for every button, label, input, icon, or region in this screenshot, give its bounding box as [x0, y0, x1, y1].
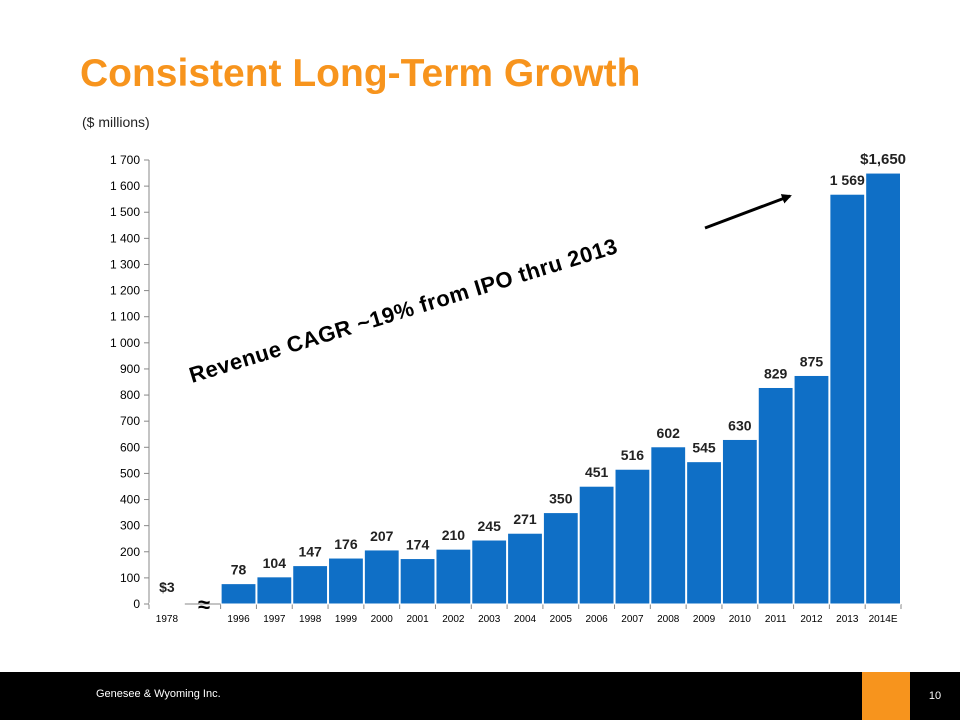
bar-2000: [363, 549, 400, 605]
y-tick-label: 1 100: [110, 310, 140, 324]
x-tick-label: 2001: [406, 614, 429, 625]
data-labels: $3 78 104 147 176 207 174 210 245 271 350 451 516 602…: [159, 151, 906, 595]
x-tick-label: 2005: [550, 614, 573, 625]
x-tick-label: 2013: [836, 614, 859, 625]
x-tick-label: 2002: [442, 614, 465, 625]
y-tick-label: 100: [120, 571, 140, 585]
data-label: 176: [334, 536, 358, 552]
bar-2001: [399, 558, 436, 605]
x-tick-label: 2014E: [869, 614, 898, 625]
data-label: 451: [585, 464, 609, 480]
bar-1978: [149, 602, 185, 605]
data-label: 829: [764, 365, 788, 381]
x-tick-label: 2000: [371, 614, 394, 625]
data-label: 516: [621, 447, 645, 463]
y-tick-label: 700: [120, 414, 140, 428]
bar-2005: [542, 512, 579, 605]
y-tick-label: 600: [120, 440, 140, 454]
y-axis: 0 100 200 300 400 500 600 700 800 900 1 000 1 100 1 …: [110, 153, 150, 611]
bar-2012: [793, 374, 830, 605]
y-tick-label: 1 600: [110, 179, 140, 193]
bar-2003: [471, 539, 508, 605]
x-tick-label: 2010: [729, 614, 752, 625]
y-tick-label: 1 300: [110, 257, 140, 271]
data-label: $3: [159, 579, 175, 595]
y-tick-label: 1 400: [110, 231, 140, 245]
bar-2007: [614, 468, 651, 605]
x-tick-label: 1978: [156, 614, 179, 625]
footer-accent-block: [862, 672, 910, 720]
bar-2010: [721, 438, 758, 605]
y-tick-label: 900: [120, 362, 140, 376]
x-tick-label: 2003: [478, 614, 501, 625]
x-tick-label: 2012: [800, 614, 823, 625]
cagr-arrow: [704, 194, 792, 230]
data-label: 147: [298, 544, 322, 560]
y-tick-label: 1 700: [110, 153, 140, 167]
bar-2004: [507, 532, 543, 605]
data-label: 350: [549, 491, 573, 507]
y-tick-label: 0: [133, 597, 140, 611]
y-tick-label: 300: [120, 519, 140, 533]
data-label: 545: [692, 440, 716, 456]
y-tick-label: 1 500: [110, 205, 140, 219]
data-label: 78: [231, 562, 247, 578]
y-tick-label: 500: [120, 466, 140, 480]
cagr-annotation: Revenue CAGR ~19% from IPO thru 2013: [186, 233, 620, 387]
x-tick-label: 1999: [335, 614, 358, 625]
bar-2011: [757, 386, 794, 605]
x-tick-label: 2007: [621, 614, 644, 625]
units-label: ($ millions): [82, 114, 150, 130]
y-tick-label: 400: [120, 493, 140, 507]
footer-company: Genesee & Wyoming Inc.: [96, 688, 221, 700]
data-label: 104: [263, 555, 287, 571]
bar-2009: [686, 461, 722, 605]
x-tick-label: 1996: [227, 614, 250, 625]
y-tick-label: 1 200: [110, 284, 140, 298]
x-tick-label: 1998: [299, 614, 322, 625]
x-tick-label: 2006: [585, 614, 608, 625]
bar-2002: [435, 548, 472, 605]
axis-break-symbol: ≈: [198, 592, 210, 617]
revenue-bar-chart: 0 100 200 300 400 500 600 700 800 900 1 000 1 100 1 …: [110, 151, 906, 625]
x-tick-label: 2004: [514, 614, 537, 625]
data-label: 207: [370, 528, 394, 544]
data-label: 1 569: [830, 172, 865, 188]
data-label: 602: [657, 425, 681, 441]
data-label: 210: [442, 527, 466, 543]
bar-1998: [292, 565, 329, 605]
x-tick-label: 2009: [693, 614, 716, 625]
x-tick-label: 2008: [657, 614, 680, 625]
slide-title: Consistent Long-Term Growth: [80, 52, 641, 95]
x-tick-label: 2011: [765, 614, 787, 625]
bars: [149, 172, 902, 605]
bar-1999: [328, 557, 364, 605]
y-tick-label: 200: [120, 545, 140, 559]
y-tick-label: 800: [120, 388, 140, 402]
data-label: 245: [478, 518, 502, 534]
bar-1997: [256, 576, 293, 605]
footer-bar: Genesee & Wyoming Inc. 10: [0, 672, 960, 720]
page-number: 10: [928, 690, 942, 702]
bar-2013: [829, 193, 866, 605]
data-label: $1,650: [860, 151, 906, 168]
bar-1996: [220, 583, 257, 605]
data-label: 875: [800, 353, 824, 369]
y-tick-label: 1 000: [110, 336, 140, 350]
data-label: 271: [513, 511, 537, 527]
data-label: 174: [406, 537, 430, 553]
data-label: 630: [728, 417, 752, 433]
bar-2006: [578, 485, 615, 605]
bar-2014E: [865, 172, 902, 605]
x-tick-label: 1997: [263, 614, 286, 625]
x-axis: 1978 1996 1997 1998 1999 2000 2001 2002 2003 2004…: [148, 603, 902, 625]
bar-2008: [650, 446, 687, 605]
